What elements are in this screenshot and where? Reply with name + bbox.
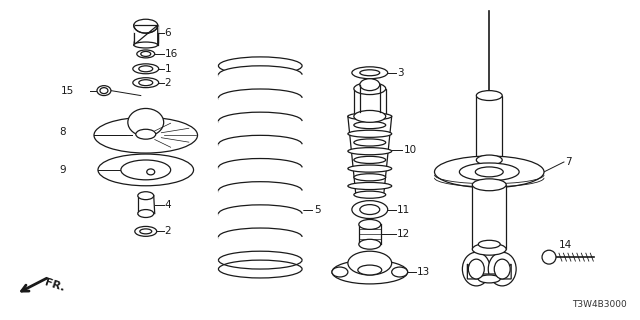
Ellipse shape bbox=[360, 79, 380, 91]
Ellipse shape bbox=[468, 259, 484, 279]
Ellipse shape bbox=[542, 250, 556, 264]
Ellipse shape bbox=[348, 251, 392, 275]
Ellipse shape bbox=[147, 169, 155, 175]
Text: 9: 9 bbox=[59, 165, 66, 175]
Ellipse shape bbox=[141, 52, 151, 56]
Ellipse shape bbox=[476, 91, 502, 100]
Ellipse shape bbox=[134, 37, 157, 49]
Ellipse shape bbox=[138, 192, 154, 200]
Ellipse shape bbox=[97, 86, 111, 96]
Ellipse shape bbox=[488, 252, 516, 286]
Ellipse shape bbox=[354, 110, 386, 122]
Ellipse shape bbox=[218, 260, 302, 278]
Ellipse shape bbox=[472, 243, 506, 255]
Ellipse shape bbox=[462, 252, 490, 286]
Text: 1: 1 bbox=[164, 64, 172, 74]
Text: 11: 11 bbox=[397, 204, 410, 215]
FancyBboxPatch shape bbox=[472, 185, 506, 249]
Ellipse shape bbox=[360, 204, 380, 214]
Ellipse shape bbox=[138, 210, 154, 218]
Ellipse shape bbox=[358, 265, 381, 275]
Text: 2: 2 bbox=[164, 226, 172, 236]
Ellipse shape bbox=[133, 78, 159, 88]
Text: 16: 16 bbox=[164, 49, 178, 59]
Ellipse shape bbox=[121, 160, 171, 180]
Ellipse shape bbox=[359, 220, 381, 229]
Text: 7: 7 bbox=[565, 157, 572, 167]
FancyBboxPatch shape bbox=[354, 89, 386, 116]
Text: 6: 6 bbox=[164, 28, 172, 38]
Ellipse shape bbox=[352, 201, 388, 219]
Ellipse shape bbox=[476, 167, 503, 177]
Ellipse shape bbox=[140, 229, 152, 234]
Text: 8: 8 bbox=[59, 127, 66, 137]
Ellipse shape bbox=[478, 240, 500, 248]
Ellipse shape bbox=[137, 50, 155, 58]
Ellipse shape bbox=[360, 70, 380, 76]
FancyBboxPatch shape bbox=[134, 25, 157, 43]
Ellipse shape bbox=[476, 155, 502, 165]
Ellipse shape bbox=[218, 57, 302, 75]
Ellipse shape bbox=[332, 260, 408, 284]
FancyBboxPatch shape bbox=[476, 96, 502, 160]
Ellipse shape bbox=[134, 42, 157, 48]
Ellipse shape bbox=[332, 267, 348, 277]
Text: 4: 4 bbox=[164, 200, 172, 210]
Ellipse shape bbox=[139, 80, 153, 86]
Ellipse shape bbox=[135, 227, 157, 236]
Text: 12: 12 bbox=[397, 229, 410, 239]
Ellipse shape bbox=[494, 259, 510, 279]
Ellipse shape bbox=[128, 108, 164, 136]
Text: 5: 5 bbox=[314, 204, 321, 215]
Ellipse shape bbox=[359, 239, 381, 249]
Ellipse shape bbox=[354, 156, 386, 164]
Ellipse shape bbox=[100, 88, 108, 93]
Ellipse shape bbox=[354, 174, 386, 181]
Ellipse shape bbox=[435, 156, 544, 188]
Ellipse shape bbox=[94, 117, 198, 153]
FancyBboxPatch shape bbox=[478, 244, 500, 279]
Ellipse shape bbox=[139, 66, 153, 72]
Text: 14: 14 bbox=[559, 240, 572, 250]
Ellipse shape bbox=[133, 64, 159, 74]
Ellipse shape bbox=[348, 165, 392, 172]
Ellipse shape bbox=[348, 182, 392, 189]
Ellipse shape bbox=[348, 130, 392, 137]
Ellipse shape bbox=[136, 129, 156, 139]
Ellipse shape bbox=[354, 83, 386, 95]
Ellipse shape bbox=[98, 154, 193, 186]
Text: T3W4B3000: T3W4B3000 bbox=[572, 300, 627, 309]
Polygon shape bbox=[467, 264, 511, 279]
Ellipse shape bbox=[348, 148, 392, 155]
Text: 10: 10 bbox=[404, 145, 417, 155]
Text: 3: 3 bbox=[397, 68, 403, 78]
Text: 2: 2 bbox=[164, 78, 172, 88]
Ellipse shape bbox=[354, 191, 386, 198]
Ellipse shape bbox=[478, 275, 500, 283]
Ellipse shape bbox=[134, 19, 157, 31]
Ellipse shape bbox=[392, 267, 408, 277]
Text: 15: 15 bbox=[61, 86, 74, 96]
Text: 13: 13 bbox=[417, 267, 430, 277]
Ellipse shape bbox=[460, 163, 519, 181]
Ellipse shape bbox=[354, 122, 386, 129]
Ellipse shape bbox=[354, 139, 386, 146]
Ellipse shape bbox=[348, 113, 392, 120]
Ellipse shape bbox=[352, 67, 388, 79]
Ellipse shape bbox=[472, 179, 506, 191]
Text: FR.: FR. bbox=[44, 277, 66, 293]
